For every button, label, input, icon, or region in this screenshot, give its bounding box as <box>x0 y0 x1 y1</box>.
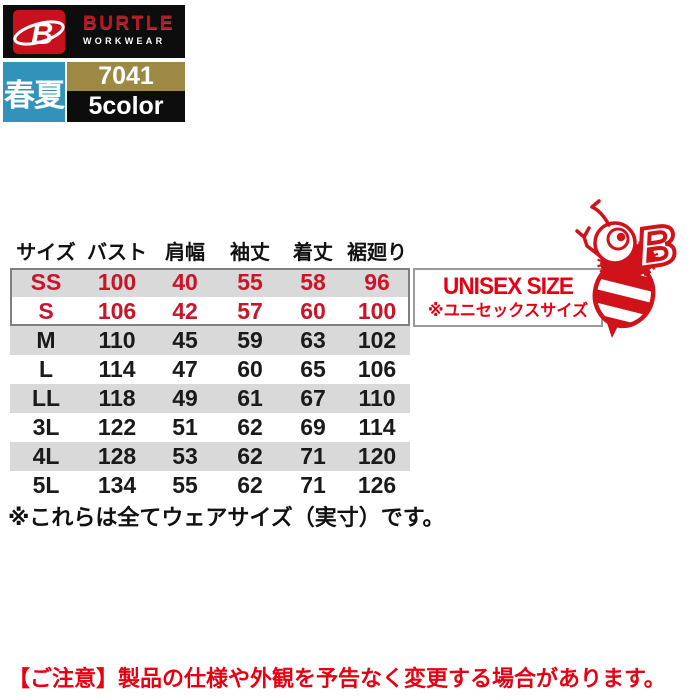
cell-length: 65 <box>300 356 326 382</box>
cell-bust: 128 <box>97 443 137 469</box>
cell-shoulder: 42 <box>172 298 198 324</box>
cell-shoulder: 45 <box>172 327 198 353</box>
cell-shoulder: 47 <box>172 356 198 382</box>
cell-size: 3L <box>32 414 60 440</box>
cell-length: 71 <box>300 472 326 498</box>
col-header-sleeve: 袖丈 <box>230 242 270 264</box>
color-count-badge: 5color <box>67 91 185 122</box>
cell-bust: 106 <box>97 298 137 324</box>
cell-sleeve: 62 <box>237 414 263 440</box>
table-row-l: L 114 47 60 65 106 <box>10 355 410 384</box>
cell-bust: 114 <box>98 356 136 382</box>
wear-size-note: ※これらは全てウェアサイズ（実寸）です。 <box>8 505 445 530</box>
cell-hem: 102 <box>357 327 397 353</box>
cell-bust: 122 <box>97 414 137 440</box>
burtle-b-icon-svg: B <box>13 16 65 51</box>
table-row-3l: 3L 122 51 62 69 114 <box>10 413 410 442</box>
table-row-s: S 106 42 57 60 100 <box>10 297 410 326</box>
svg-text:B: B <box>31 16 53 51</box>
cell-shoulder: 51 <box>172 414 198 440</box>
cell-bust: 118 <box>98 385 136 411</box>
cell-length: 67 <box>300 385 326 411</box>
cell-sleeve: 62 <box>237 472 263 498</box>
bee-mascot-icon: B <box>575 199 683 338</box>
cell-length: 58 <box>300 269 326 295</box>
col-header-length: 着丈 <box>293 242 333 264</box>
size-table: サイズ バスト 肩幅 袖丈 着丈 裾廻り SS 100 40 55 58 96 … <box>10 239 410 500</box>
caution-note: 【ご注意】製品の仕様や外観を予告なく変更する場合があります。 <box>8 666 666 691</box>
cell-sleeve: 59 <box>237 327 263 353</box>
cell-length: 63 <box>300 327 326 353</box>
table-row-4l: 4L 128 53 62 71 120 <box>10 442 410 471</box>
cell-length: 71 <box>300 443 326 469</box>
cell-sleeve: 55 <box>237 269 263 295</box>
product-code-badge: 7041 <box>67 62 185 91</box>
cell-hem: 100 <box>357 298 397 324</box>
cell-size: M <box>36 327 56 353</box>
cell-shoulder: 40 <box>172 269 198 295</box>
size-table-header: サイズ バスト 肩幅 袖丈 着丈 裾廻り <box>10 239 410 268</box>
col-header-shoulder: 肩幅 <box>165 242 205 264</box>
brand-name: BURTLE <box>83 13 176 34</box>
col-header-hem: 裾廻り <box>347 242 407 264</box>
table-row-m: M 110 45 59 63 102 <box>10 326 410 355</box>
svg-text:B: B <box>632 212 681 280</box>
col-header-size: サイズ <box>16 242 76 264</box>
cell-bust: 100 <box>97 269 137 295</box>
table-row-ll: LL 118 49 61 67 110 <box>10 384 410 413</box>
cell-hem: 120 <box>357 443 397 469</box>
cell-sleeve: 57 <box>237 298 263 324</box>
unisex-size-label: UNISEX SIZE ※ユニセックスサイズ <box>413 268 603 327</box>
unisex-subtitle: ※ユニセックスサイズ <box>427 302 589 320</box>
brand-logo-block: B BURTLE WORKWEAR <box>3 5 185 58</box>
col-header-bust: バスト <box>87 242 147 264</box>
size-table-body: SS 100 40 55 58 96 S 106 42 57 60 100 M … <box>10 268 410 500</box>
cell-bust: 134 <box>97 472 137 498</box>
cell-size: S <box>38 298 54 324</box>
cell-size: 5L <box>32 472 60 498</box>
brand-text: BURTLE WORKWEAR <box>83 14 183 47</box>
cell-size: L <box>38 356 54 382</box>
cell-hem: 114 <box>358 414 396 440</box>
cell-shoulder: 55 <box>172 472 198 498</box>
cell-length: 69 <box>300 414 326 440</box>
cell-hem: 106 <box>357 356 397 382</box>
cell-sleeve: 61 <box>237 385 263 411</box>
cell-sleeve: 62 <box>237 443 263 469</box>
cell-hem: 110 <box>358 385 396 411</box>
cell-shoulder: 53 <box>172 443 198 469</box>
unisex-title: UNISEX SIZE <box>442 273 574 300</box>
table-row-5l: 5L 134 55 62 71 126 <box>10 471 410 500</box>
brand-subtitle: WORKWEAR <box>83 36 166 46</box>
season-badge: 春夏 <box>3 62 65 122</box>
cell-size: SS <box>30 269 62 295</box>
cell-size: 4L <box>32 443 60 469</box>
cell-bust: 110 <box>98 327 136 353</box>
cell-hem: 96 <box>364 269 390 295</box>
cell-hem: 126 <box>357 472 397 498</box>
cell-length: 60 <box>300 298 326 324</box>
cell-shoulder: 49 <box>172 385 198 411</box>
cell-sleeve: 60 <box>237 356 263 382</box>
table-row-ss: SS 100 40 55 58 96 <box>10 268 410 297</box>
burtle-b-icon: B <box>13 10 65 54</box>
cell-size: LL <box>31 385 61 411</box>
